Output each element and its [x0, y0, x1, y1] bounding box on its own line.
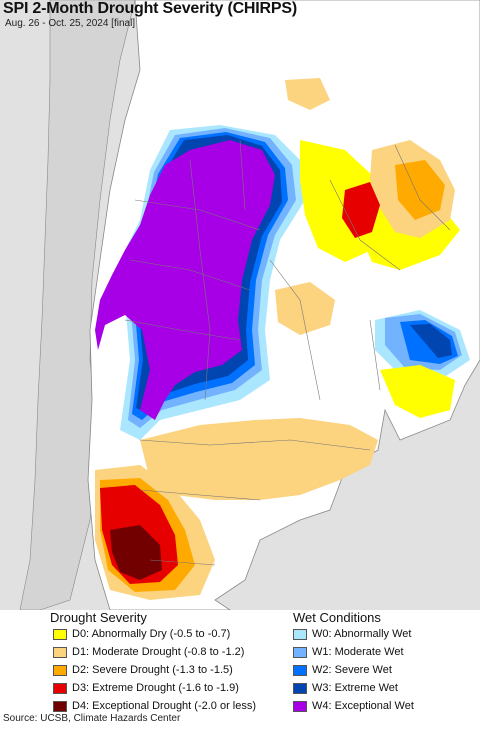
swatch-d4	[53, 700, 67, 712]
wet-legend-title: Wet Conditions	[293, 610, 381, 625]
legend-item-d2: D2: Severe Drought (-1.3 to -1.5)	[53, 663, 233, 677]
legend-label-w4: W4: Exceptional Wet	[312, 700, 414, 712]
swatch-d2	[53, 664, 67, 676]
legend-item-w4: W4: Exceptional Wet	[293, 699, 414, 713]
legend-item-d1: D1: Moderate Drought (-0.8 to -1.2)	[53, 645, 244, 659]
legend-label-d0: D0: Abnormally Dry (-0.5 to -0.7)	[72, 628, 231, 640]
drought-legend-title: Drought Severity	[50, 610, 147, 625]
swatch-w2	[293, 664, 307, 676]
d1-zone-mid	[275, 282, 335, 335]
legend-item-w0: W0: Abnormally Wet	[293, 627, 411, 641]
d2-zone-ne	[395, 160, 445, 220]
swatch-d3	[53, 682, 67, 694]
legend-label-d3: D3: Extreme Drought (-1.6 to -1.9)	[72, 682, 239, 694]
page-title: SPI 2-Month Drought Severity (CHIRPS)	[3, 0, 297, 17]
legend-label-w2: W2: Severe Wet	[312, 664, 392, 676]
legend-label-w0: W0: Abnormally Wet	[312, 628, 412, 640]
legend-item-w3: W3: Extreme Wet	[293, 681, 398, 695]
admin-borders	[124, 139, 451, 566]
d4-zone-patagonia	[110, 525, 162, 580]
legend: Drought Severity Wet Conditions D0: Abno…	[0, 610, 480, 713]
legend-label-d2: D2: Severe Drought (-1.3 to -1.5)	[72, 664, 233, 676]
w3-zone-east	[410, 324, 452, 358]
swatch-w0	[293, 628, 307, 640]
d3-zone-ne	[342, 182, 380, 238]
page-subtitle: Aug. 26 - Oct. 25, 2024 [final]	[5, 18, 136, 29]
d1-zone-top	[285, 78, 330, 110]
legend-item-w2: W2: Severe Wet	[293, 663, 392, 677]
legend-label-d1: D1: Moderate Drought (-0.8 to -1.2)	[72, 646, 245, 658]
swatch-w4	[293, 700, 307, 712]
legend-item-d3: D3: Extreme Drought (-1.6 to -1.9)	[53, 681, 239, 695]
source-credit: Source: UCSB, Climate Hazards Center	[3, 713, 181, 724]
swatch-d0	[53, 628, 67, 640]
swatch-w3	[293, 682, 307, 694]
legend-item-w1: W1: Moderate Wet	[293, 645, 404, 659]
chile-strip	[19, 0, 136, 610]
legend-label-w1: W1: Moderate Wet	[312, 646, 404, 658]
w4-zone	[95, 140, 275, 420]
swatch-d1	[53, 646, 67, 658]
legend-item-d4: D4: Exceptional Drought (-2.0 or less)	[53, 699, 256, 713]
legend-label-w3: W3: Extreme Wet	[312, 682, 398, 694]
d1-zone-south	[140, 418, 378, 500]
d0-zone-southeast	[380, 365, 455, 418]
drought-map	[0, 0, 480, 610]
swatch-w1	[293, 646, 307, 658]
legend-label-d4: D4: Exceptional Drought (-2.0 or less)	[72, 700, 257, 712]
legend-item-d0: D0: Abnormally Dry (-0.5 to -0.7)	[53, 627, 230, 641]
